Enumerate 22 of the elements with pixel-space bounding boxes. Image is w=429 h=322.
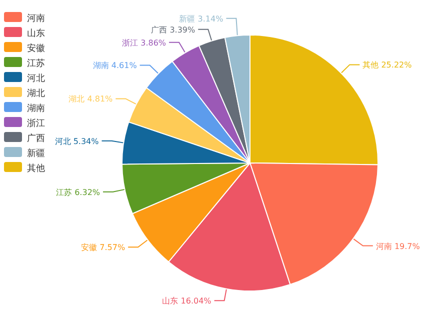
legend-label: 湖南 [27, 103, 45, 114]
legend-label: 其他 [27, 163, 45, 174]
slice-label: 其他 [362, 60, 382, 70]
slice-label: 湖北 [68, 94, 88, 104]
slice-label: 江苏 [56, 188, 75, 197]
legend-label: 河南 [27, 13, 45, 24]
slice-label: 山东 [162, 296, 181, 306]
legend-label: 江苏 [27, 58, 45, 69]
slice-label: 安徽 [81, 243, 100, 252]
slice-label: 新疆 [179, 14, 198, 24]
legend-label: 新疆 [27, 148, 45, 159]
legend-label: 广西 [27, 133, 45, 144]
legend-label: 山东 [27, 28, 45, 39]
slice-label: 湖南 [92, 61, 112, 70]
slice-label: 浙江 [122, 38, 141, 48]
legend-label: 安徽 [27, 43, 45, 54]
legend-label: 浙江 [27, 118, 45, 129]
legend-label: 湖北 [27, 88, 45, 99]
slice-label: 河北 [54, 136, 74, 146]
slice-label: 河南 [376, 242, 394, 251]
legend-label: 河北 [27, 73, 45, 84]
slice-label: 广西 [151, 25, 170, 34]
